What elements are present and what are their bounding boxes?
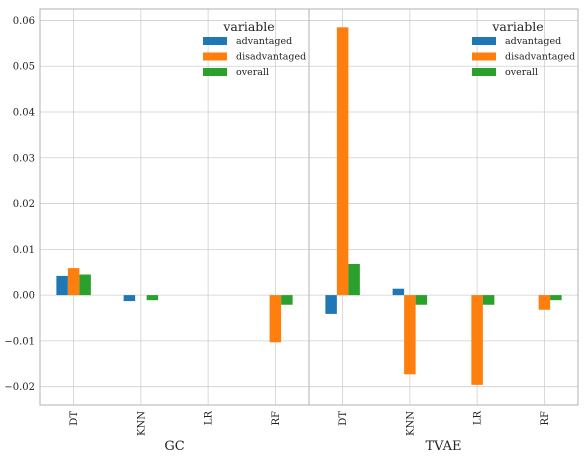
bar-disadvantaged [538, 295, 551, 310]
bar-disadvantaged [404, 295, 416, 375]
bar-overall [415, 295, 428, 305]
legend-swatch-disadvantaged [472, 52, 496, 61]
y-tick-label: 0.02 [13, 199, 35, 210]
x-tick-label: RF [540, 411, 551, 426]
x-tick-label: DT [69, 411, 80, 426]
bar-overall [281, 295, 293, 305]
legend-label: overall [505, 67, 538, 78]
bars [56, 27, 562, 385]
bar-advantaged [325, 295, 337, 314]
bar-advantaged [392, 288, 405, 296]
x-tick-label: KNN [136, 411, 147, 436]
legend-label: disadvantaged [236, 52, 306, 63]
bar-advantaged [56, 275, 68, 296]
bar-overall [79, 274, 91, 296]
y-tick-label: 0.00 [13, 291, 35, 302]
x-tick-label: LR [204, 411, 215, 426]
legend-swatch-overall [203, 68, 227, 76]
legend-swatch-advantaged [472, 37, 496, 45]
legend-title: variable [491, 19, 543, 34]
bar-disadvantaged [269, 295, 282, 343]
bar-disadvantaged [471, 295, 483, 385]
legend-label: advantaged [236, 36, 292, 47]
y-tick-label: 0.04 [13, 108, 35, 119]
legend-label: overall [236, 67, 269, 78]
x-tick-labels: DT KNN LR RF DT KNN LR RF [69, 411, 551, 436]
group-label: GC [164, 439, 184, 454]
y-tick-label: −0.01 [4, 336, 35, 347]
legend-label: disadvantaged [505, 52, 575, 63]
bar-disadvantaged [336, 27, 349, 296]
bar-overall [550, 295, 562, 301]
x-tick-label: KNN [405, 411, 416, 436]
legends: variable advantaged disadvantaged overall va… [203, 19, 575, 78]
x-tick-label: DT [338, 411, 349, 426]
legend-label: advantaged [505, 36, 561, 47]
bar-disadvantaged [67, 268, 80, 296]
x-tick-label: RF [271, 411, 282, 426]
legend-swatch-advantaged [203, 37, 227, 45]
bar-overall [482, 295, 495, 305]
y-tick-label: −0.02 [4, 382, 35, 393]
bar-advantaged [123, 295, 136, 302]
legend-swatch-disadvantaged [203, 52, 227, 61]
bar-overall [146, 295, 159, 301]
y-tick-label: 0.03 [13, 153, 35, 164]
y-tick-labels: 0.06 0.05 0.04 0.03 0.02 0.01 0.00 −0.01 −0.02 [4, 16, 35, 393]
legend-swatch-overall [472, 68, 496, 76]
y-tick-label: 0.06 [13, 16, 35, 27]
legend-title: variable [222, 19, 274, 34]
y-tick-label: 0.05 [13, 62, 35, 73]
bar-overall [348, 263, 360, 296]
group-labels: GC TVAE [164, 439, 461, 454]
group-label: TVAE [425, 439, 461, 454]
y-tick-label: 0.01 [13, 245, 35, 256]
x-tick-label: LR [473, 411, 484, 426]
